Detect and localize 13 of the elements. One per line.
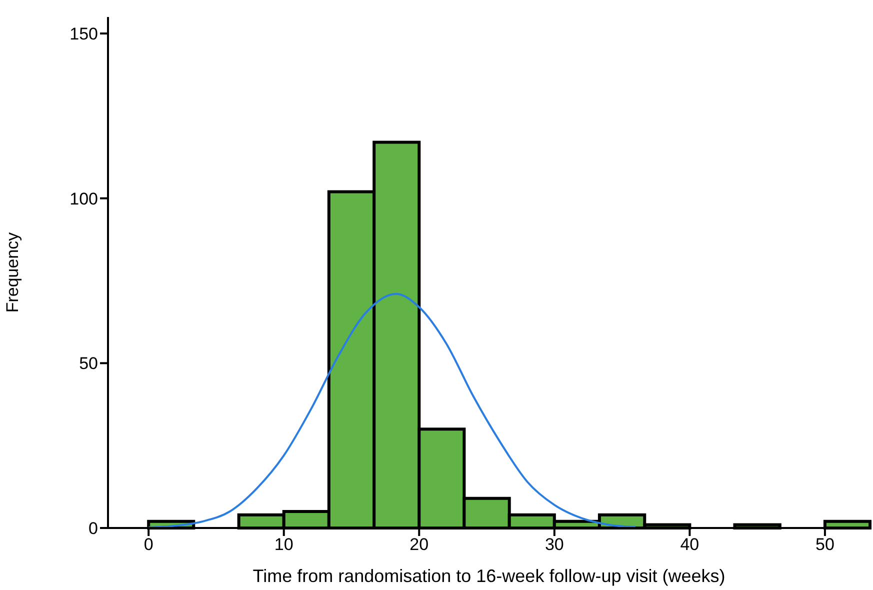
x-tick-label: 40 — [680, 535, 700, 554]
x-axis-title: Time from randomisation to 16-week follow-up visit (weeks) — [252, 566, 726, 586]
x-tick-label: 0 — [144, 535, 154, 554]
y-tick-label: 150 — [70, 24, 98, 44]
x-tick-label: 20 — [410, 535, 429, 554]
y-tick-label: 100 — [70, 189, 98, 208]
x-tick-label: 10 — [274, 535, 294, 554]
x-tick-label: 30 — [544, 535, 564, 554]
y-tick-label: 50 — [79, 354, 98, 374]
line-series — [148, 292, 637, 528]
y-axis-title: Frequency — [3, 232, 22, 313]
x-tick-label: 50 — [815, 535, 834, 554]
y-tick-label: 0 — [88, 519, 98, 538]
